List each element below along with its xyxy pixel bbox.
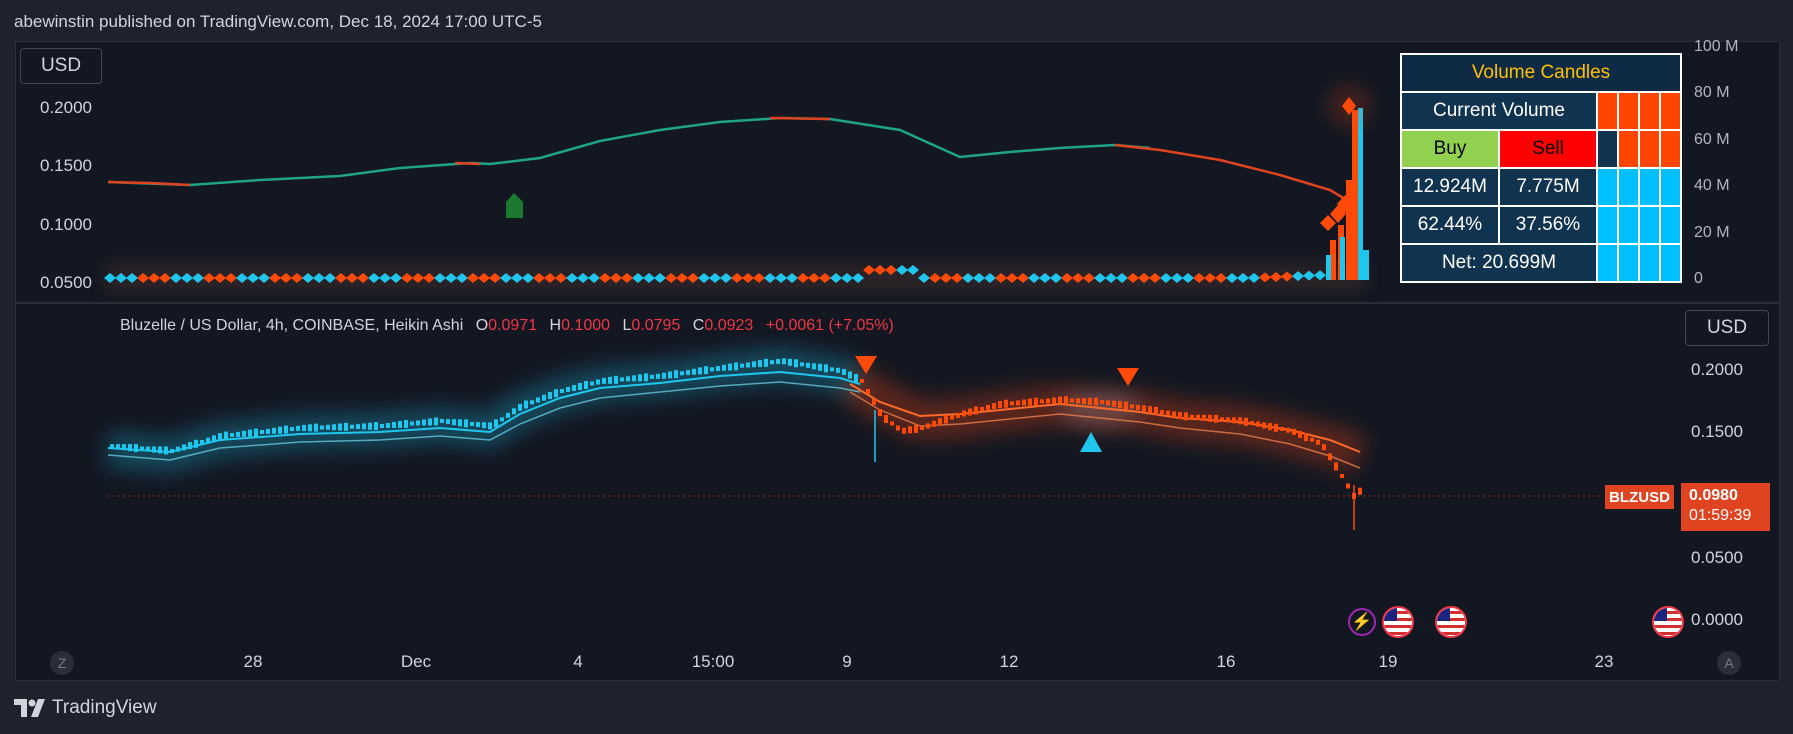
time-axis-label: 23: [1594, 652, 1614, 671]
us-flag-event-icon[interactable]: [1652, 606, 1684, 638]
footer-brand[interactable]: TradingView: [14, 697, 157, 719]
symbol-tag: BLZUSD: [1605, 485, 1674, 509]
sell-percent-value: 37.56%: [1498, 205, 1598, 245]
time-axis-label: 15:00: [691, 652, 735, 671]
last-price-tag: 0.0980 01:59:39: [1681, 483, 1770, 531]
sell-volume-value: 7.775M: [1498, 167, 1598, 207]
volume-candles-table: Volume Candles Current Volume Buy Sell 1…: [1400, 53, 1682, 283]
volume-axis-label: 100 M: [1694, 38, 1739, 55]
volume-axis-label: 20 M: [1694, 224, 1730, 241]
legend-high: 0.1000: [561, 317, 611, 334]
last-price-value: 0.0980: [1689, 487, 1738, 504]
pane-separator[interactable]: [15, 302, 1780, 304]
time-axis-label: 12: [999, 652, 1019, 671]
main-price-label: 0.0500: [1691, 548, 1743, 567]
main-price-label: 0.2000: [1691, 360, 1743, 379]
countdown-timer: 01:59:39: [1689, 507, 1752, 524]
upper-price-label: 0.2000: [40, 98, 92, 117]
publish-info: abewinstin published on TradingView.com,…: [14, 12, 542, 31]
time-axis-label: 9: [842, 652, 852, 671]
volume-table-title: Volume Candles: [1400, 53, 1682, 93]
legend-low: 0.0795: [631, 317, 681, 334]
us-flag-event-icon[interactable]: [1435, 606, 1467, 638]
symbol-legend[interactable]: Bluzelle / US Dollar, 4h, COINBASE, Heik…: [120, 317, 894, 334]
buy-volume-value: 12.924M: [1400, 167, 1500, 207]
main-currency-button[interactable]: USD: [1685, 310, 1769, 346]
upper-price-label: 0.1000: [40, 215, 92, 234]
upper-price-label: 0.0500: [40, 273, 92, 292]
current-volume-label: Current Volume: [1400, 91, 1598, 131]
auto-scale-button[interactable]: A: [1717, 651, 1741, 675]
volume-axis-label: 0: [1694, 270, 1703, 287]
buy-label: Buy: [1400, 129, 1500, 169]
legend-title: Bluzelle / US Dollar, 4h, COINBASE, Heik…: [120, 317, 464, 334]
time-axis-label: 28: [243, 652, 263, 671]
upper-currency-button[interactable]: USD: [20, 48, 102, 84]
main-price-label: 0.0000: [1691, 610, 1743, 629]
dividend-lightning-icon[interactable]: ⚡: [1348, 608, 1376, 636]
time-axis-label: Dec: [400, 652, 432, 671]
scroll-left-button[interactable]: Z: [50, 651, 74, 675]
main-price-label: 0.1500: [1691, 422, 1743, 441]
legend-close: 0.0923: [704, 317, 754, 334]
time-axis-label: 4: [573, 652, 583, 671]
volume-axis-label: 80 M: [1694, 84, 1730, 101]
footer-brand-text: TradingView: [52, 697, 157, 718]
volume-axis-label: 60 M: [1694, 131, 1730, 148]
sell-label: Sell: [1498, 129, 1598, 169]
time-axis-label: 19: [1378, 652, 1398, 671]
volume-axis-label: 40 M: [1694, 177, 1730, 194]
legend-change: +0.0061 (+7.05%): [765, 317, 894, 334]
tradingview-logo-icon: [14, 699, 45, 717]
legend-open: 0.0971: [488, 317, 538, 334]
time-axis-label: 16: [1216, 652, 1236, 671]
us-flag-event-icon[interactable]: [1382, 606, 1414, 638]
upper-price-label: 0.1500: [40, 156, 92, 175]
net-volume-value: Net: 20.699M: [1400, 243, 1598, 283]
buy-percent-value: 62.44%: [1400, 205, 1500, 245]
